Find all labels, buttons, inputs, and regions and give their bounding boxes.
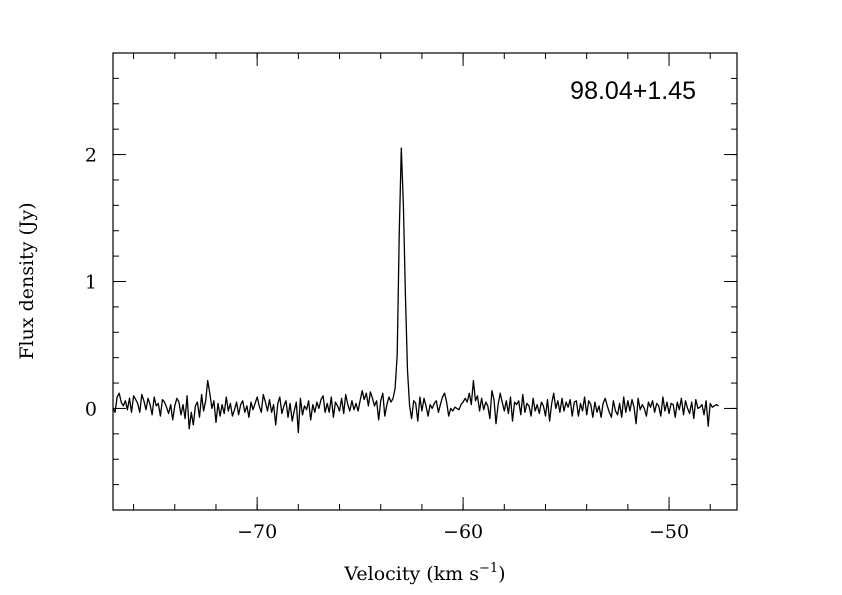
major-ticks [113,53,737,510]
tick-labels: −70 −60 −50 0 1 2 [85,145,689,543]
x-axis-label-exponent: −1 [479,561,498,576]
x-axis-label: Velocity (km s−1) [343,561,505,585]
x-tick-label: −70 [237,521,277,543]
y-tick-label: 2 [85,145,97,167]
chart-title: 98.04+1.45 [570,77,696,105]
x-tick-label: −60 [443,521,483,543]
x-axis-label-close: ) [498,563,505,585]
plot-frame [112,52,738,511]
y-tick-label: 1 [85,272,97,294]
y-axis-label: Flux density (Jy) [16,202,38,359]
y-tick-label: 0 [85,398,97,420]
minor-ticks [113,52,737,511]
x-axis-label-main: Velocity (km s [343,563,479,585]
x-tick-label: −50 [649,521,689,543]
spectrum-line [112,147,719,434]
